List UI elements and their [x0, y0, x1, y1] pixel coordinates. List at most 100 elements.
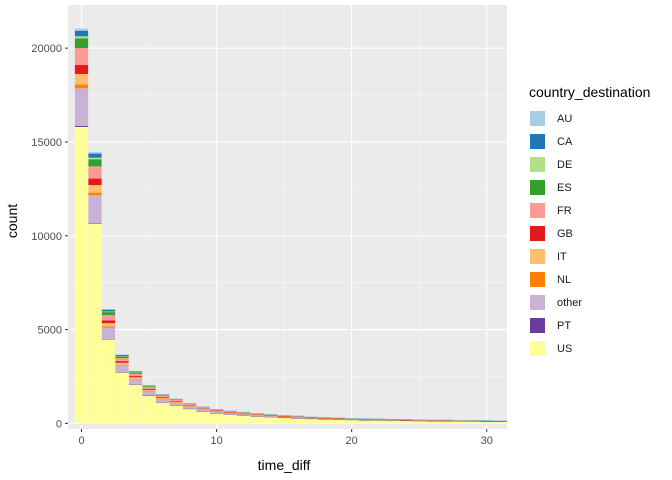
bar-segment-gb [169, 401, 183, 402]
bar-segment-us [412, 420, 426, 424]
bar-segment-fr [182, 404, 197, 406]
bar-segment-pt [88, 222, 102, 224]
legend-label-us: US [557, 342, 573, 355]
bar-segment-pt [209, 413, 224, 414]
legend-key-de [529, 156, 546, 173]
bar-segment-nl [74, 84, 89, 89]
bar-segment-us [209, 413, 224, 424]
bar-segment-fr [115, 358, 129, 362]
bar-segment-fr [74, 48, 89, 66]
bar-segment-it [115, 362, 129, 365]
bar-segment-gb [250, 414, 264, 415]
bar-segment-pt [155, 402, 170, 403]
bar-segment-de [142, 386, 156, 387]
bar-segment-pt [345, 419, 359, 421]
bar-segment-de [128, 372, 143, 373]
legend-key-nl [529, 271, 546, 288]
bar-segment-us [223, 414, 237, 424]
bar-segment-it [263, 415, 278, 416]
y-axis-label: count [4, 204, 20, 238]
bar-segment-nl [182, 406, 197, 407]
bar-segment-pt [250, 416, 264, 417]
x-tick-label: 10 [210, 435, 222, 447]
bar-segment-other [250, 414, 264, 417]
y-tick-label: 20000 [31, 43, 62, 55]
bar-segment-us [345, 419, 359, 424]
bar-segment-gb [345, 418, 359, 420]
bar-segment-other [291, 417, 305, 419]
bar-segment-us [236, 415, 251, 424]
bar-segment-pt [399, 420, 413, 422]
legend-label-fr: FR [557, 204, 572, 217]
bar-segment-other [88, 195, 102, 223]
y-tick-label: 5000 [38, 325, 62, 337]
legend-label-ca: CA [557, 135, 573, 148]
bar-segment-au [358, 418, 372, 419]
x-axis-label: time_diff [258, 457, 311, 473]
bar-segment-nl [128, 378, 143, 380]
bar-segment-au [291, 415, 305, 417]
bar-segment-pt [115, 372, 129, 373]
bar-segment-au [453, 419, 467, 421]
bar-segment-pt [385, 420, 399, 421]
bar-segment-es [142, 386, 156, 388]
bar-segment-pt [182, 408, 197, 410]
bar-segment-au [493, 420, 507, 421]
bar-segment-gb [209, 410, 224, 412]
bar-segment-nl [142, 391, 156, 392]
bar-segment-us [480, 421, 494, 424]
bar-segment-au [142, 385, 156, 386]
bar-segment-it [88, 185, 102, 193]
bar-segment-us [399, 420, 413, 424]
legend-items: AU CA DE ES FR GB IT NL [529, 107, 650, 360]
bar-segment-us [277, 417, 291, 424]
bar-segment-es [74, 38, 89, 49]
bar-segment-fr [88, 166, 102, 179]
bar-segment-us [331, 419, 345, 424]
bar-segment-fr [142, 387, 156, 390]
legend-label-pt: PT [557, 319, 572, 332]
bar-segment-us [169, 405, 183, 424]
y-tick-label: 15000 [31, 137, 62, 149]
bar-segment-us [182, 408, 197, 424]
legend-item-au: AU [529, 107, 650, 130]
bar-segment-au [466, 420, 480, 421]
bar-segment-au [182, 402, 197, 404]
legend-label-es: ES [557, 181, 572, 194]
bar-segment-it [223, 412, 237, 413]
legend-item-us: US [529, 337, 650, 360]
bar-segment-au [480, 420, 494, 421]
bar-segment-other [263, 415, 278, 417]
bar-segment-pt [493, 421, 507, 422]
bar-segment-au [439, 419, 453, 421]
legend-key-fr [529, 202, 546, 219]
x-axis-ticks: 0 10 20 30 [78, 429, 493, 447]
bar-segment-pt [169, 405, 183, 406]
bar-segment-us [466, 421, 480, 424]
bar-segment-gb [155, 396, 170, 398]
bar-segment-pt [466, 421, 480, 422]
bar-segment-us [304, 418, 318, 424]
bar-segment-nl [101, 326, 116, 328]
bar-segment-de [74, 36, 89, 39]
bar-segment-us [291, 418, 305, 424]
bar-segment-pt [236, 415, 251, 416]
bar-segment-gb [358, 419, 372, 420]
bar-segment-us [196, 411, 210, 424]
bar-segment-gb [277, 415, 291, 417]
x-tick-label: 30 [481, 435, 493, 447]
bar-segment-it [128, 377, 143, 379]
legend-item-pt: PT [529, 314, 650, 337]
legend-item-ca: CA [529, 130, 650, 153]
bar-segment-pt [291, 418, 305, 419]
legend-label-au: AU [557, 112, 573, 125]
bar-segment-au [115, 354, 129, 355]
legend-label-nl: NL [557, 273, 572, 286]
bar-segment-us [385, 420, 399, 424]
bar-segment-au [399, 419, 413, 420]
bar-segment-fr [196, 407, 210, 409]
bar-segment-ca [74, 30, 89, 37]
bar-segment-fr [169, 399, 183, 402]
bar-segment-de [115, 355, 129, 357]
